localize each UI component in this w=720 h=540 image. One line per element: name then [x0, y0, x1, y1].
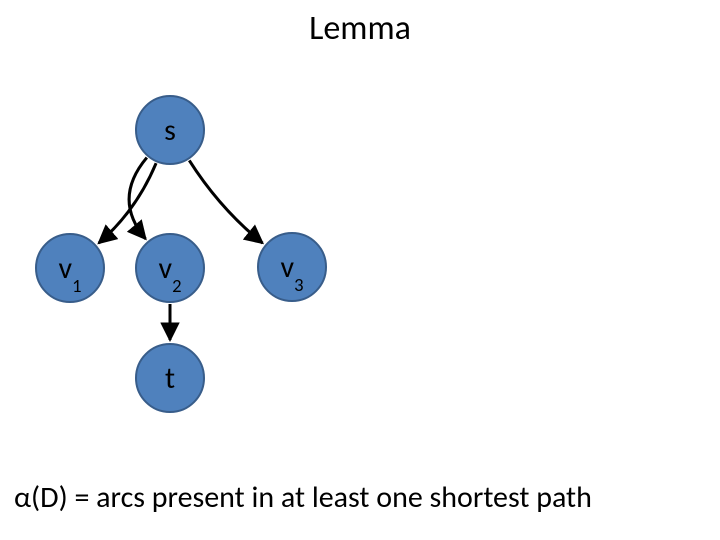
edge-s-v3	[189, 160, 262, 243]
node-t: t	[136, 344, 204, 412]
node-s: s	[136, 96, 204, 164]
node-v3: v3	[258, 233, 326, 301]
node-v1: v1	[36, 234, 104, 302]
node-label-s: s	[164, 112, 176, 149]
edge-s-v1	[99, 163, 156, 243]
diagram-canvas: s v1 v2 v3 t	[0, 0, 720, 540]
node-label-t: t	[165, 360, 175, 397]
node-v2: v2	[136, 234, 204, 302]
